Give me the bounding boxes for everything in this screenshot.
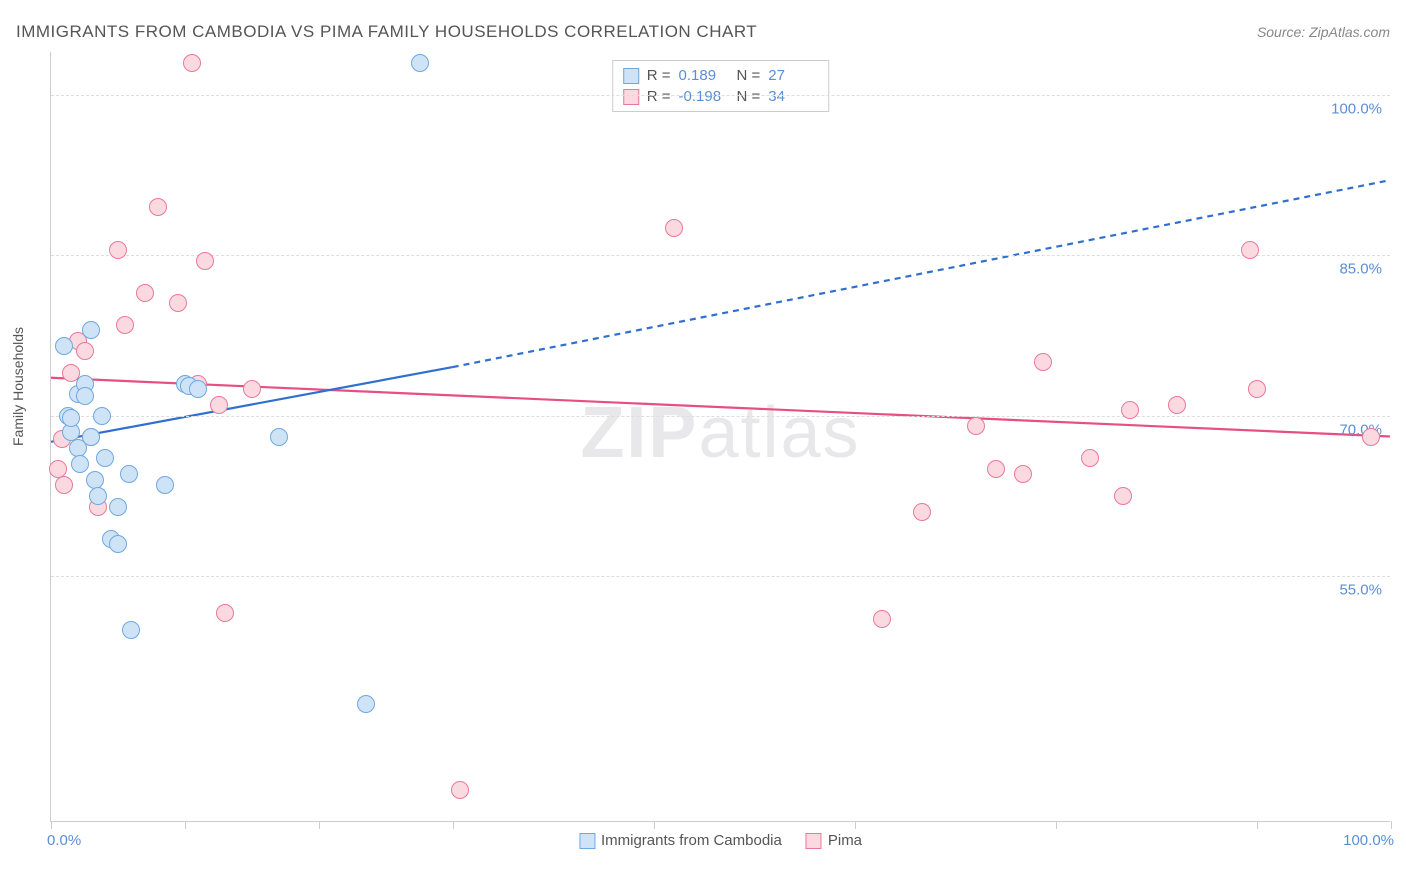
data-point	[122, 621, 140, 639]
y-axis-title: Family Households	[10, 327, 26, 446]
x-tick	[51, 821, 52, 829]
legend-swatch-icon	[806, 833, 822, 849]
n-value-pink: 34	[768, 88, 818, 105]
data-point	[967, 417, 985, 435]
data-point	[109, 498, 127, 516]
legend-swatch-icon	[579, 833, 595, 849]
data-point	[149, 198, 167, 216]
data-point	[120, 465, 138, 483]
legend-label: Immigrants from Cambodia	[601, 832, 782, 849]
data-point	[1241, 241, 1259, 259]
data-point	[196, 252, 214, 270]
watermark: ZIPatlas	[580, 391, 860, 473]
data-point	[136, 284, 154, 302]
data-point	[913, 503, 931, 521]
data-point	[109, 241, 127, 259]
n-value-blue: 27	[768, 67, 818, 84]
data-point	[216, 604, 234, 622]
x-tick	[319, 821, 320, 829]
data-point	[1081, 449, 1099, 467]
legend-item-blue: Immigrants from Cambodia	[579, 832, 782, 849]
data-point	[411, 54, 429, 72]
x-tick	[855, 821, 856, 829]
r-value-blue: 0.189	[679, 67, 729, 84]
legend-row-blue: R = 0.189 N = 27	[623, 65, 819, 86]
data-point	[169, 294, 187, 312]
y-tick-label: 85.0%	[1339, 261, 1382, 278]
x-tick	[1391, 821, 1392, 829]
data-point	[116, 316, 134, 334]
correlation-legend: R = 0.189 N = 27 R = -0.198 N = 34	[612, 60, 830, 112]
data-point	[55, 476, 73, 494]
data-point	[357, 695, 375, 713]
data-point	[873, 610, 891, 628]
trend-lines	[51, 52, 1390, 821]
data-point	[665, 219, 683, 237]
data-point	[189, 380, 207, 398]
y-tick-label: 55.0%	[1339, 582, 1382, 599]
chart-header: IMMIGRANTS FROM CAMBODIA VS PIMA FAMILY …	[16, 22, 1390, 42]
legend-label: Pima	[828, 832, 862, 849]
gridline	[51, 95, 1390, 96]
gridline	[51, 576, 1390, 577]
x-tick-label-min: 0.0%	[47, 832, 81, 849]
data-point	[93, 407, 111, 425]
gridline	[51, 255, 1390, 256]
data-point	[183, 54, 201, 72]
data-point	[243, 380, 261, 398]
data-point	[1248, 380, 1266, 398]
series-legend: Immigrants from Cambodia Pima	[579, 832, 862, 849]
x-tick	[453, 821, 454, 829]
source-label: Source: ZipAtlas.com	[1257, 24, 1390, 40]
data-point	[156, 476, 174, 494]
gridline	[51, 416, 1390, 417]
data-point	[1034, 353, 1052, 371]
data-point	[1114, 487, 1132, 505]
r-value-pink: -0.198	[679, 88, 729, 105]
x-tick	[1257, 821, 1258, 829]
x-tick	[654, 821, 655, 829]
x-tick	[185, 821, 186, 829]
data-point	[76, 342, 94, 360]
data-point	[71, 455, 89, 473]
x-tick-label-max: 100.0%	[1343, 832, 1394, 849]
data-point	[987, 460, 1005, 478]
data-point	[82, 428, 100, 446]
data-point	[55, 337, 73, 355]
x-tick	[1056, 821, 1057, 829]
data-point	[96, 449, 114, 467]
legend-swatch-blue	[623, 68, 639, 84]
legend-item-pink: Pima	[806, 832, 862, 849]
data-point	[1168, 396, 1186, 414]
data-point	[76, 387, 94, 405]
legend-row-pink: R = -0.198 N = 34	[623, 86, 819, 107]
data-point	[89, 487, 107, 505]
data-point	[270, 428, 288, 446]
y-tick-label: 100.0%	[1331, 100, 1382, 117]
chart-title: IMMIGRANTS FROM CAMBODIA VS PIMA FAMILY …	[16, 22, 757, 42]
legend-swatch-pink	[623, 89, 639, 105]
data-point	[1121, 401, 1139, 419]
data-point	[1014, 465, 1032, 483]
data-point	[210, 396, 228, 414]
scatter-plot: ZIPatlas R = 0.189 N = 27 R = -0.198 N =…	[50, 52, 1390, 822]
data-point	[82, 321, 100, 339]
data-point	[1362, 428, 1380, 446]
data-point	[62, 409, 80, 427]
data-point	[451, 781, 469, 799]
data-point	[109, 535, 127, 553]
